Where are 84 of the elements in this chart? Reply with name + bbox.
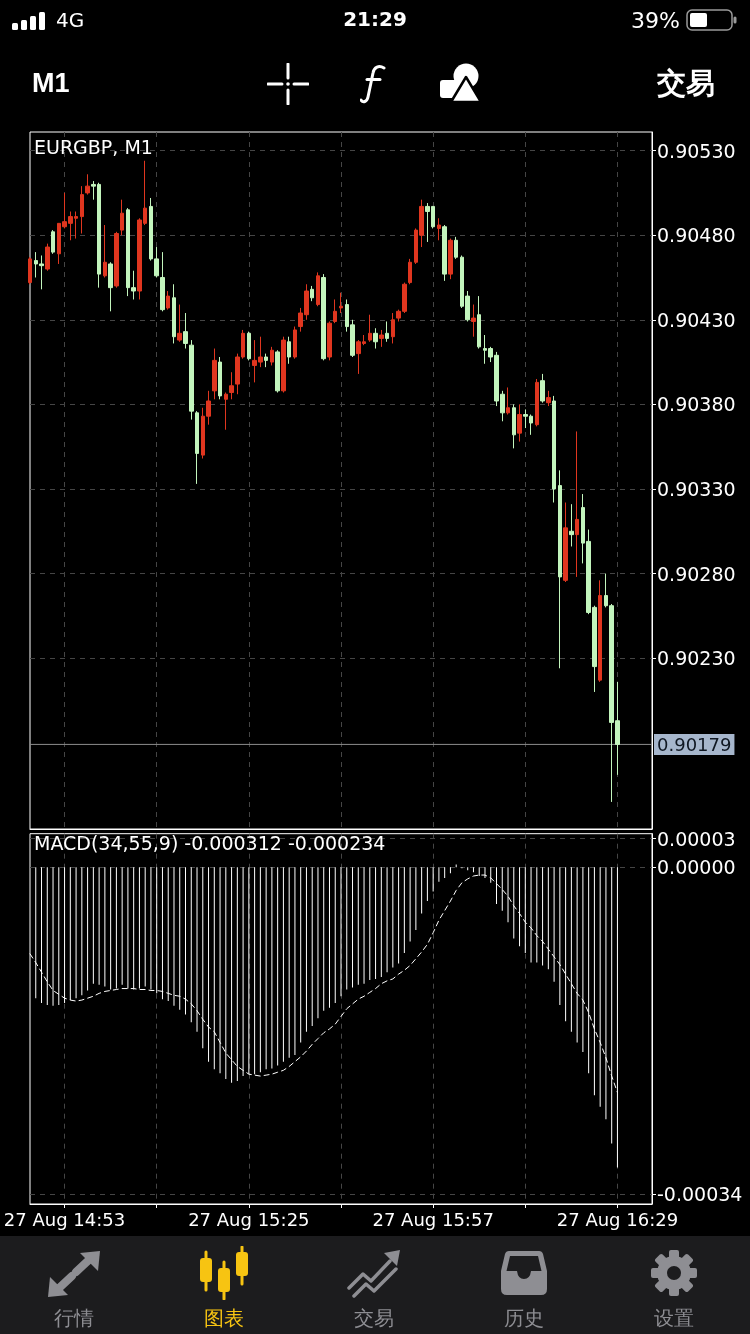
candlestick bbox=[569, 503, 574, 547]
candlestick bbox=[247, 331, 251, 361]
candlestick bbox=[333, 298, 337, 324]
candlestick bbox=[339, 292, 343, 314]
candlestick bbox=[598, 579, 602, 683]
candlestick bbox=[327, 320, 332, 361]
candlestick bbox=[408, 258, 412, 285]
text: 行情 bbox=[54, 1306, 94, 1330]
text: M1 bbox=[32, 68, 70, 100]
candlestick bbox=[563, 501, 568, 583]
candlestick bbox=[287, 336, 291, 365]
candlestick bbox=[385, 320, 389, 343]
y-tick-label: 0.00003 bbox=[657, 827, 736, 850]
chart-title: EURGBP, M1 bbox=[34, 135, 153, 158]
candlestick bbox=[212, 348, 217, 400]
candlestick bbox=[172, 283, 176, 344]
candlestick bbox=[316, 271, 320, 307]
candlestick bbox=[506, 386, 510, 416]
ref-line-label: 0.90179 bbox=[657, 733, 732, 755]
candlestick bbox=[442, 224, 447, 282]
y-tick-label: 0.90230 bbox=[657, 647, 736, 670]
x-tick-label: 27 Aug 15:57 bbox=[372, 1208, 494, 1230]
candlestick bbox=[281, 336, 286, 394]
candlestick bbox=[195, 410, 199, 485]
candlestick bbox=[448, 238, 453, 280]
candlestick bbox=[108, 261, 113, 312]
candlestick bbox=[575, 430, 579, 578]
text: 21:29 bbox=[343, 7, 407, 31]
candlestick bbox=[218, 356, 222, 400]
x-tick-label: 27 Aug 16:29 bbox=[556, 1208, 679, 1230]
candlestick bbox=[160, 251, 165, 312]
text: 图表 bbox=[204, 1306, 244, 1330]
candlestick bbox=[177, 304, 182, 343]
candlestick bbox=[189, 339, 194, 421]
candlestick bbox=[535, 378, 539, 427]
candlestick bbox=[552, 395, 556, 503]
y-tick-label: 0.90380 bbox=[657, 393, 736, 416]
y-tick-label: 0.90280 bbox=[657, 562, 736, 585]
candlestick bbox=[80, 185, 84, 234]
text: 历史 bbox=[504, 1306, 544, 1330]
candlestick bbox=[51, 229, 55, 255]
candlestick bbox=[103, 224, 107, 278]
y-tick-label: 0.90330 bbox=[657, 477, 736, 500]
candlestick bbox=[454, 236, 458, 260]
candlestick bbox=[229, 371, 234, 400]
y-tick-label: 0.90530 bbox=[657, 139, 736, 162]
candlestick bbox=[540, 373, 545, 404]
candlestick bbox=[264, 353, 268, 368]
candlestick bbox=[166, 290, 170, 311]
y-tick-label: -0.00034 bbox=[657, 1183, 743, 1206]
candlestick bbox=[183, 312, 188, 350]
candlestick bbox=[120, 199, 124, 236]
candlestick bbox=[512, 403, 516, 449]
candlestick bbox=[45, 243, 50, 272]
candlestick bbox=[293, 326, 297, 360]
x-tick-label: 27 Aug 15:25 bbox=[188, 1208, 310, 1230]
candlestick bbox=[379, 329, 384, 348]
x-tick-label: 27 Aug 14:53 bbox=[3, 1208, 126, 1230]
y-tick-label: 0.90430 bbox=[657, 308, 736, 331]
candlestick bbox=[546, 390, 551, 407]
candlestick bbox=[114, 231, 119, 289]
candlestick bbox=[270, 346, 274, 366]
candlestick bbox=[224, 392, 228, 431]
candlestick bbox=[368, 314, 372, 343]
text: 交易 bbox=[354, 1306, 394, 1330]
candlestick bbox=[391, 312, 395, 344]
y-tick-label: 0.90480 bbox=[657, 224, 736, 247]
candlestick bbox=[558, 469, 562, 669]
candlestick bbox=[275, 349, 280, 394]
text: 设置 bbox=[654, 1306, 694, 1330]
candlestick bbox=[321, 273, 326, 361]
candlestick bbox=[477, 295, 481, 350]
text: 交易 bbox=[657, 66, 715, 101]
candlestick bbox=[471, 304, 476, 338]
text: 4G bbox=[56, 8, 85, 32]
candlestick bbox=[373, 327, 378, 350]
candlestick bbox=[28, 256, 32, 285]
chart-title: MACD(34,55,9) -0.000312 -0.000234 bbox=[34, 831, 386, 854]
candlestick bbox=[517, 403, 522, 443]
candlestick bbox=[310, 285, 314, 302]
candlestick bbox=[437, 217, 441, 241]
y-tick-label: 0.00000 bbox=[657, 856, 736, 879]
text: 39% bbox=[631, 8, 680, 34]
candlestick bbox=[85, 173, 90, 196]
